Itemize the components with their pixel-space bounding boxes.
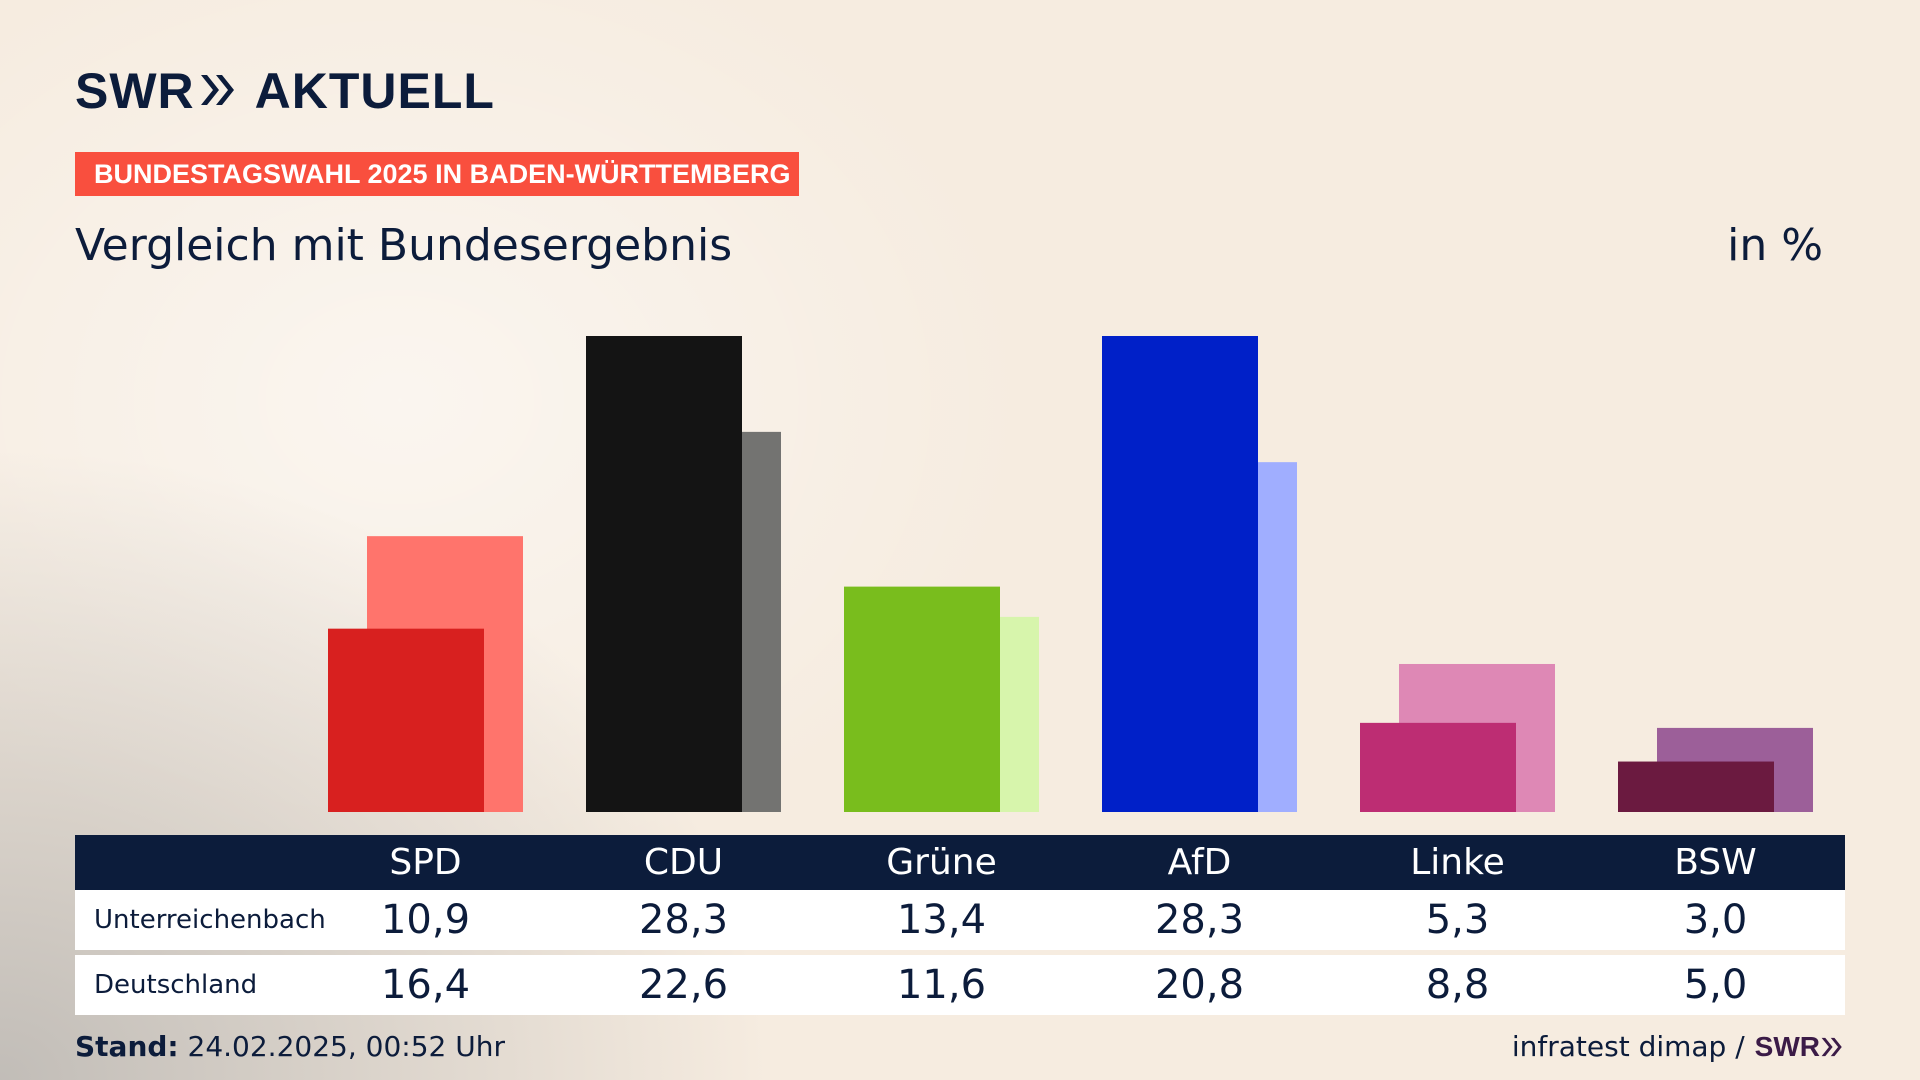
bar-local-bsw <box>1618 761 1774 812</box>
value-local-bsw: 3,0 <box>1683 897 1748 943</box>
row-label-national: Deutschland <box>94 970 258 1000</box>
table-header: SPD CDU Grüne AfD Linke BSW <box>75 835 1845 890</box>
results-table: SPD CDU Grüne AfD Linke BSW Unterreichenbach … <box>75 835 1845 1015</box>
party-header-linke: Linke <box>1410 842 1505 883</box>
value-local-cdu: 28,3 <box>638 897 729 943</box>
bar-local-linke <box>1360 722 1516 812</box>
bar-local-spd <box>328 628 484 812</box>
party-header-cdu: CDU <box>643 842 724 883</box>
value-national-bsw: 5,0 <box>1683 962 1748 1008</box>
bar-local-grne <box>844 586 1000 812</box>
source-text: infratest dimap / <box>1511 1030 1745 1063</box>
value-national-cdu: 22,6 <box>638 962 729 1008</box>
bar-local-afd <box>1102 336 1258 812</box>
logo-aktuell-text: AKTUELL <box>254 63 495 119</box>
mini-chevron-icon <box>1821 1037 1842 1056</box>
election-tag: BUNDESTAGSWAHL 2025 IN BADEN-WÜRTTEMBERG <box>75 152 799 196</box>
value-local-grne: 13,4 <box>896 897 987 943</box>
stand-label: Stand: <box>75 1030 179 1063</box>
value-national-grne: 11,6 <box>896 962 987 1008</box>
value-local-linke: 5,3 <box>1425 897 1490 943</box>
value-national-linke: 8,8 <box>1425 962 1490 1008</box>
value-national-spd: 16,4 <box>380 962 471 1008</box>
party-header-grne: Grüne <box>886 842 997 883</box>
party-header-afd: AfD <box>1167 842 1232 883</box>
chart-subtitle: Vergleich mit Bundesergebnis <box>75 220 733 271</box>
double-chevron-icon <box>199 62 237 120</box>
stand-value: 24.02.2025, 00:52 Uhr <box>178 1030 505 1063</box>
value-local-spd: 10,9 <box>380 897 471 943</box>
swr-aktuell-logo: SWR AKTUELL <box>75 62 495 120</box>
timestamp: Stand: 24.02.2025, 00:52 Uhr <box>75 1030 505 1063</box>
bar-local-cdu <box>586 336 742 812</box>
party-header-spd: SPD <box>389 842 462 883</box>
source-credit: infratest dimap / SWR <box>1512 1030 1844 1063</box>
logo-swr-text: SWR <box>75 63 195 119</box>
value-national-afd: 20,8 <box>1154 962 1245 1008</box>
mini-logo-text: SWR <box>1754 1030 1820 1062</box>
table-row-national: Deutschland 16,4 22,6 11,6 20,8 8,8 5,0 <box>75 955 1845 1015</box>
party-header-bsw: BSW <box>1674 842 1757 883</box>
unit-label: in % <box>1727 220 1823 271</box>
bar-chart <box>328 336 1813 812</box>
swr-mini-logo: SWR <box>1755 1031 1844 1063</box>
table-row-local: Unterreichenbach 10,9 28,3 13,4 28,3 5,3 3,0 <box>75 890 1845 950</box>
row-label-local: Unterreichenbach <box>94 905 326 935</box>
value-local-afd: 28,3 <box>1154 897 1245 943</box>
